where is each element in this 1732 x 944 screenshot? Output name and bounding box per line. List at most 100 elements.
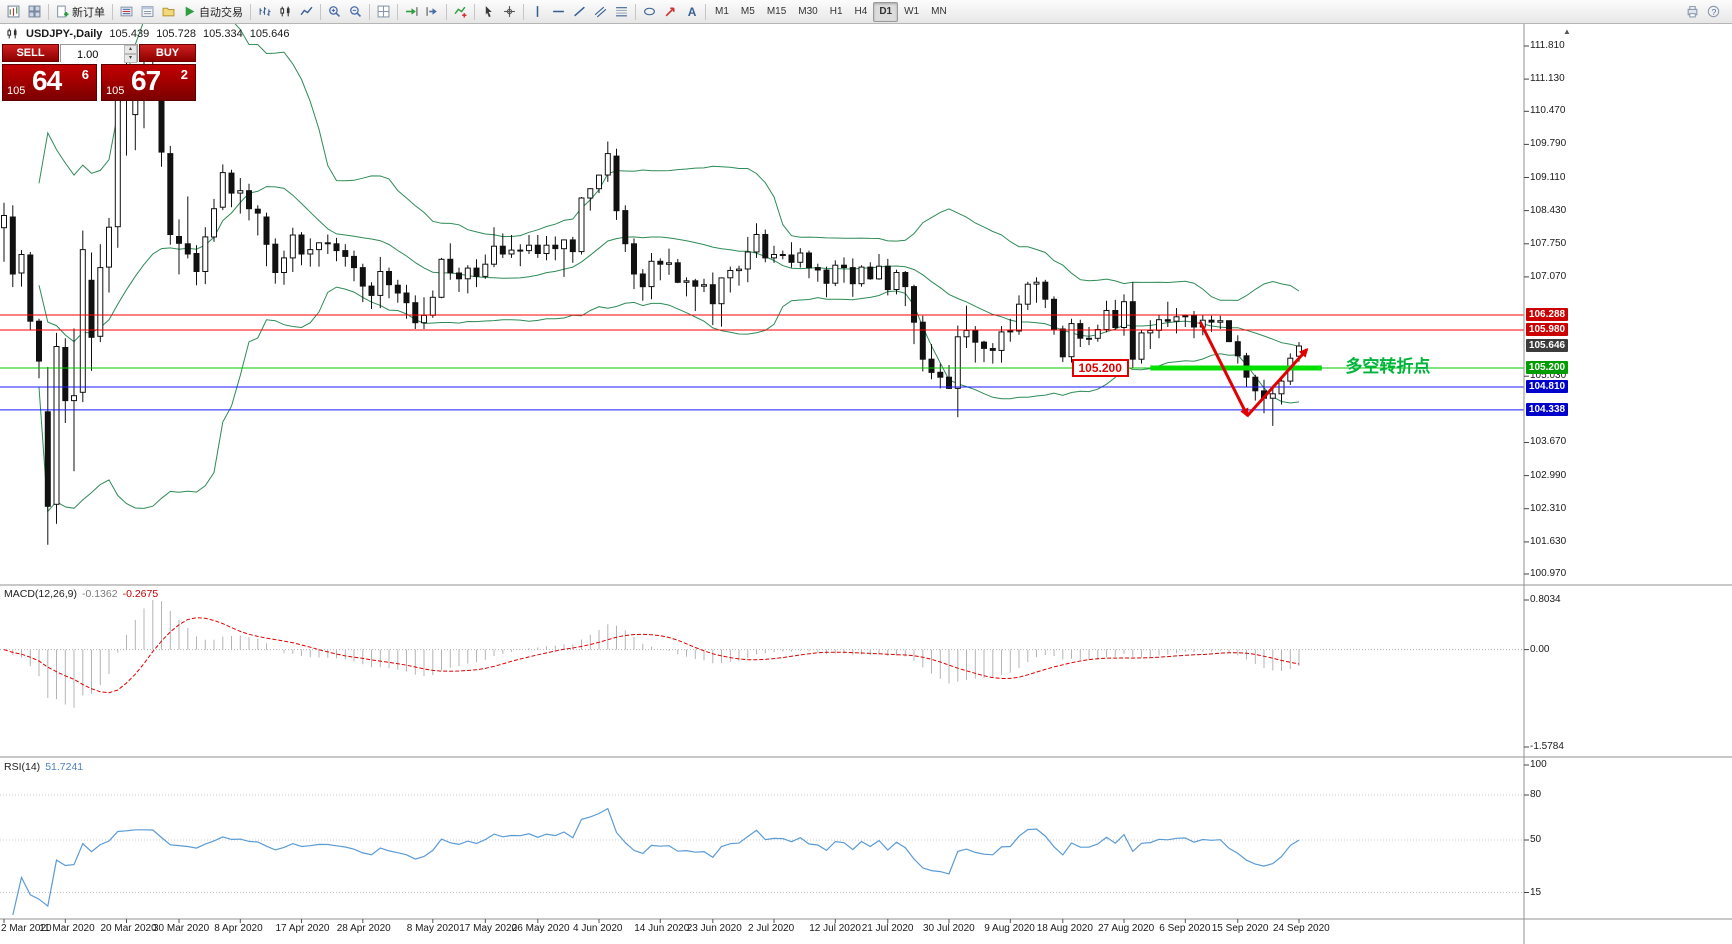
volume-increase-button[interactable]: ▴ (124, 45, 137, 54)
tile-windows-button[interactable] (373, 1, 394, 23)
chart-scroll-up-icon[interactable]: ▲ (1563, 27, 1571, 36)
timeframe-d1-button[interactable]: D1 (873, 1, 899, 22)
arrow-objects-icon (664, 5, 677, 18)
date-label: 20 Mar 2020 (100, 923, 157, 934)
profiles-icon (28, 5, 41, 18)
sell-button[interactable]: SELL (2, 44, 59, 62)
price-level-flag: 106.288 (1526, 307, 1568, 321)
zoom-out-icon (349, 5, 362, 18)
toolbar-separator (523, 3, 524, 20)
price-level-flag: 105.646 (1526, 339, 1568, 353)
price-level-flag: 105.200 (1526, 360, 1568, 374)
horizontal-line-button[interactable] (548, 1, 569, 23)
data-window-button[interactable] (137, 1, 158, 23)
ask-price-frac: 2 (180, 67, 188, 82)
vertical-line-icon (531, 5, 544, 18)
new-chart-button[interactable] (3, 1, 24, 23)
toolbar-separator (320, 3, 321, 20)
timeframe-w1-button[interactable]: W1 (904, 6, 920, 17)
print-button[interactable] (1682, 1, 1703, 23)
date-label: 17 Apr 2020 (275, 923, 330, 934)
buy-button[interactable]: BUY (139, 44, 196, 62)
volume-field: ▴ ▾ (60, 44, 138, 63)
market-watch-icon (120, 5, 133, 18)
timeframe-h4-button[interactable]: H4 (854, 6, 868, 17)
trend-line-button[interactable] (569, 1, 590, 23)
volume-input[interactable] (61, 47, 133, 62)
date-label: 30 Mar 2020 (153, 923, 210, 934)
price-axis-tick: 105.030 (1530, 370, 1567, 382)
price-axis-tick: 107.070 (1530, 270, 1567, 282)
trend-line-icon (573, 5, 586, 18)
toolbar-separator (369, 3, 370, 20)
date-label: 26 May 2020 (511, 923, 570, 934)
time-axis[interactable]: 2 Mar 2020 11 Mar 2020 20 Mar 2020 30 Mar 2… (0, 919, 1524, 944)
price-axis-tick: 108.430 (1530, 204, 1567, 216)
one-click-trading-widget: SELL ▴ ▾ BUY 105 64 6 105 (2, 44, 196, 101)
rsi-axis-tick: 50 (1530, 834, 1542, 845)
candle-chart-button[interactable] (275, 1, 296, 23)
auto-scroll-button[interactable] (401, 1, 422, 23)
bid-price-box[interactable]: 105 64 6 (2, 64, 97, 101)
equidistant-channel-button[interactable] (590, 1, 611, 23)
svg-text:A: A (688, 5, 697, 18)
date-label: 27 Aug 2020 (1098, 923, 1155, 934)
bar-chart-icon (258, 5, 271, 18)
navigator-button[interactable] (158, 1, 179, 23)
volume-decrease-button[interactable]: ▾ (124, 54, 137, 63)
zoom-in-button[interactable] (324, 1, 345, 23)
macd-axis-tick: 0.8034 (1530, 594, 1561, 605)
price-axis-tick: 111.810 (1530, 40, 1565, 51)
toolbar-separator (48, 3, 49, 20)
timeframe-m15-button[interactable]: M15 (766, 6, 787, 17)
date-label: 21 Jul 2020 (861, 923, 914, 934)
ask-price-box[interactable]: 105 67 2 (101, 64, 196, 101)
indicators-icon (454, 5, 467, 18)
arrow-objects-button[interactable] (660, 1, 681, 23)
new-order-button[interactable]: 新订单 (52, 1, 109, 23)
timeframe-m1-button[interactable]: M1 (715, 6, 729, 17)
auto-trading-icon (183, 5, 196, 18)
auto-scroll-icon (405, 5, 418, 18)
timeframe-m5-button[interactable]: M5 (740, 6, 755, 17)
timeframe-m30-button[interactable]: M30 (798, 6, 818, 17)
price-axis-tick: 109.110 (1530, 171, 1566, 183)
bid-price-pips: 64 (32, 65, 62, 96)
ask-price-handle: 105 (106, 85, 125, 97)
vertical-line-button[interactable] (527, 1, 548, 23)
line-chart-icon (300, 5, 313, 18)
fibonacci-button[interactable] (611, 1, 632, 23)
date-label: 2 Jul 2020 (748, 923, 795, 934)
date-label: 28 Apr 2020 (336, 923, 391, 934)
line-chart-button[interactable] (296, 1, 317, 23)
toolbar-separator (635, 3, 636, 20)
profiles-button[interactable] (24, 1, 45, 23)
date-label: 9 Aug 2020 (984, 923, 1035, 934)
chart-shift-button[interactable] (422, 1, 443, 23)
date-label: 11 Mar 2020 (39, 923, 95, 934)
shapes-button[interactable] (639, 1, 660, 23)
bid-price-frac: 6 (81, 67, 89, 82)
fibonacci-icon (615, 5, 628, 18)
timeframe-mn-button[interactable]: MN (931, 6, 947, 17)
bar-chart-button[interactable] (254, 1, 275, 23)
horizontal-line-icon (552, 5, 565, 18)
svg-text:?: ? (1712, 7, 1717, 17)
cursor-button[interactable] (478, 1, 499, 23)
zoom-out-button[interactable] (345, 1, 366, 23)
price-axis[interactable]: 111.810 111.130 110.470 109.790 109.110 108.4… (1524, 24, 1732, 944)
auto-trading-label: 自动交易 (199, 6, 243, 19)
timeframe-h1-button[interactable]: H1 (829, 6, 843, 17)
indicators-button[interactable] (450, 1, 471, 23)
crosshair-button[interactable] (499, 1, 520, 23)
navigator-icon (162, 5, 175, 18)
toolbar-separator (397, 3, 398, 20)
cursor-icon (482, 5, 495, 18)
market-watch-button[interactable] (116, 1, 137, 23)
help-button[interactable]: ? (1703, 1, 1724, 23)
rsi-axis-tick: 15 (1530, 886, 1542, 898)
text-button[interactable]: A (681, 1, 702, 23)
auto-trading-button[interactable]: 自动交易 (179, 1, 247, 23)
